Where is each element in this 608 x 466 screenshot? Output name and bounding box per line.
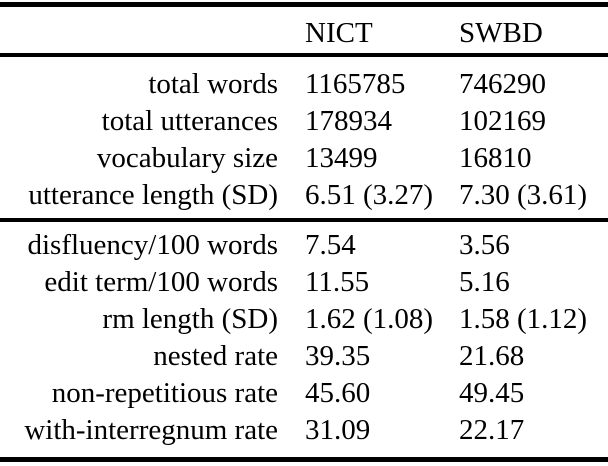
nict-value: 1.62 (1.08): [305, 303, 434, 335]
swbd-value: 7.30 (3.61): [459, 179, 588, 211]
row-label: vocabulary size: [96, 142, 278, 174]
column-header-nict: NICT: [305, 16, 373, 49]
table-row: non-repetitious rate 45.60 49.45: [0, 375, 608, 412]
table-row: total utterances 178934 102169: [0, 103, 608, 140]
table-row: utterance length (SD) 6.51 (3.27) 7.30 (…: [0, 177, 608, 214]
table-header-row: NICT SWBD: [0, 7, 608, 53]
column-header-swbd: SWBD: [459, 16, 543, 49]
row-label: total words: [148, 68, 278, 100]
table-row: with-interregnum rate 31.09 22.17: [0, 412, 608, 449]
table-row: disfluency/100 words 7.54 3.56: [0, 227, 608, 264]
swbd-value: 3.56: [459, 229, 510, 261]
table-row: vocabulary size 13499 16810: [0, 140, 608, 177]
row-label: edit term/100 words: [44, 266, 278, 298]
nict-value: 31.09: [305, 414, 371, 446]
table-row: nested rate 39.35 21.68: [0, 338, 608, 375]
row-label: total utterances: [101, 105, 278, 137]
row-label: disfluency/100 words: [27, 229, 279, 261]
swbd-value: 102169: [459, 105, 546, 137]
table-row: total words 1165785 746290: [0, 66, 608, 103]
nict-value: 178934: [305, 105, 392, 137]
table-bottom-rule: [0, 457, 608, 462]
swbd-value: 22.17: [459, 414, 525, 446]
table-section-corpus-stats: total words 1165785 746290 total utteran…: [0, 57, 608, 218]
table-header-rule: [0, 53, 608, 57]
swbd-value: 5.16: [459, 266, 510, 298]
row-label: with-interregnum rate: [24, 414, 278, 446]
swbd-value: 49.45: [459, 377, 525, 409]
nict-value: 39.35: [305, 340, 371, 372]
swbd-value: 746290: [459, 68, 546, 100]
nict-value: 13499: [305, 142, 378, 174]
nict-value: 45.60: [305, 377, 371, 409]
header-empty-cell: [0, 15, 305, 52]
swbd-value: 16810: [459, 142, 532, 174]
swbd-value: 1.58 (1.12): [459, 303, 588, 335]
table-section-disfluency-stats: disfluency/100 words 7.54 3.56 edit term…: [0, 222, 608, 457]
table-row: rm length (SD) 1.62 (1.08) 1.58 (1.12): [0, 301, 608, 338]
table-top-rule: [0, 2, 608, 7]
row-label: rm length (SD): [102, 303, 278, 335]
nict-value: 7.54: [305, 229, 356, 261]
table-row: edit term/100 words 11.55 5.16: [0, 264, 608, 301]
row-label: utterance length (SD): [28, 179, 278, 211]
table-mid-rule: [0, 218, 608, 222]
swbd-value: 21.68: [459, 340, 525, 372]
row-label: non-repetitious rate: [51, 377, 278, 409]
nict-value: 1165785: [305, 68, 406, 100]
row-label: nested rate: [153, 340, 278, 372]
nict-value: 11.55: [305, 266, 370, 298]
nict-value: 6.51 (3.27): [305, 179, 434, 211]
